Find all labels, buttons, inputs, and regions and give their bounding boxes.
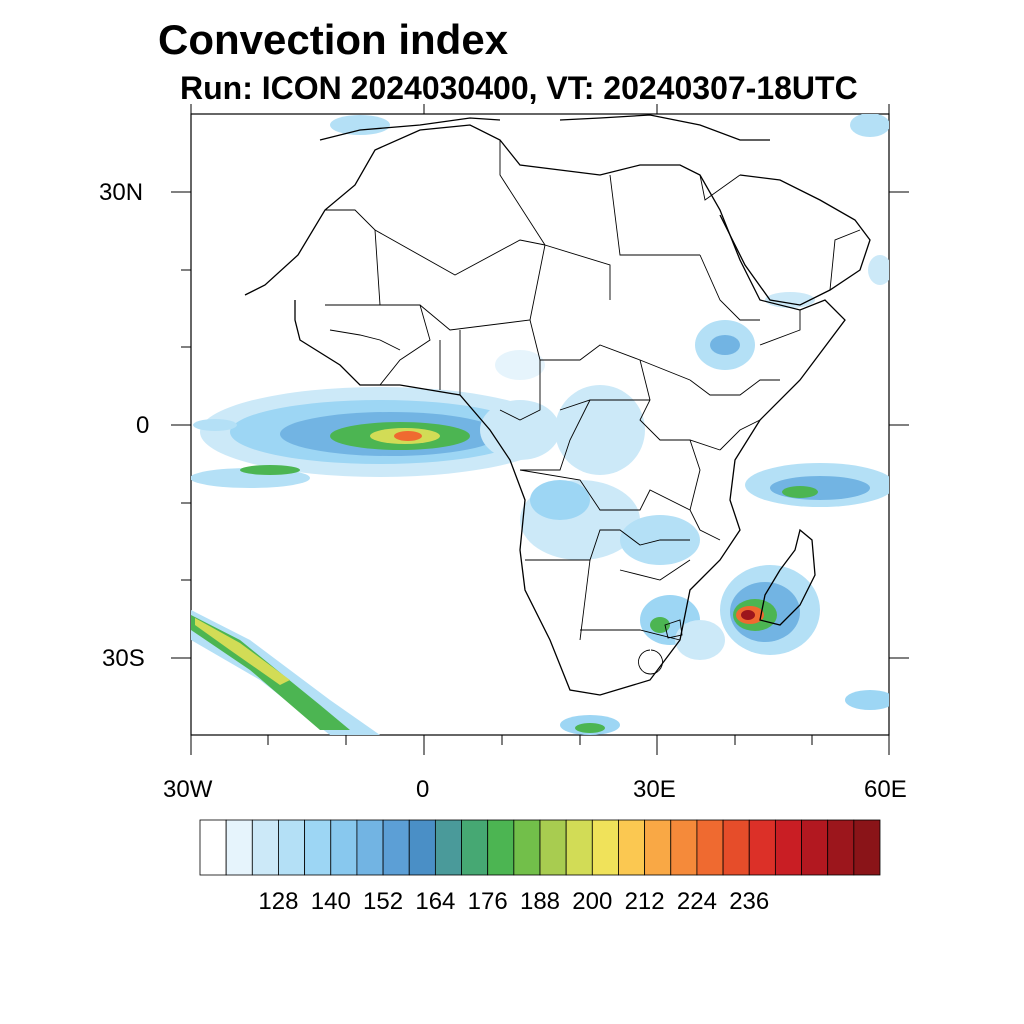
- colorbar-label: 176: [467, 888, 508, 915]
- colorbar-label: 140: [310, 888, 351, 915]
- colorbar-box: [696, 819, 724, 876]
- colorbar-label: 224: [676, 888, 717, 915]
- colorbar-box: [356, 819, 384, 876]
- colorbar-box: [618, 819, 646, 876]
- colorbar-box: [278, 819, 306, 876]
- colorbar-box: [434, 819, 462, 876]
- colorbar-box: [748, 819, 776, 876]
- colorbar-label: 236: [729, 888, 770, 915]
- lon-tick-label-60e: 60E: [864, 776, 907, 803]
- colorbar-box: [591, 819, 619, 876]
- colorbar-box: [382, 819, 410, 876]
- lon-tick-label-30w: 30W: [163, 776, 213, 803]
- colorbar-label: 128: [258, 888, 299, 915]
- colorbar-box: [774, 819, 802, 876]
- lon-tick-label-30e: 30E: [633, 776, 676, 803]
- colorbar-box: [565, 819, 593, 876]
- colorbar-box: [513, 819, 541, 876]
- lat-tick-label-30s: 30S: [102, 645, 145, 672]
- colorbar-box: [304, 819, 332, 876]
- colorbar-box: [408, 819, 436, 876]
- colorbar-box: [487, 819, 515, 876]
- colorbar-box: [539, 819, 567, 876]
- convection-field: [191, 114, 889, 735]
- colorbar-box: [801, 819, 829, 876]
- colorbar-box: [644, 819, 672, 876]
- colorbar-label: 152: [363, 888, 404, 915]
- colorbar-box: [670, 819, 698, 876]
- colorbar-box: [225, 819, 253, 876]
- country-borders: [325, 140, 861, 675]
- colorbar-label: 164: [415, 888, 456, 915]
- lat-tick-label-0: 0: [136, 412, 150, 439]
- chart-subtitle: Run: ICON 2024030400, VT: 20240307-18UTC: [180, 70, 858, 106]
- colorbar-box: [722, 819, 750, 876]
- colorbar-box: [199, 819, 227, 876]
- colorbar: [199, 819, 881, 876]
- colorbar-box: [251, 819, 279, 876]
- colorbar-box: [827, 819, 855, 876]
- lat-tick-label-30n: 30N: [99, 179, 144, 206]
- colorbar-box: [461, 819, 489, 876]
- colorbar-label: 200: [572, 888, 613, 915]
- colorbar-box: [330, 819, 358, 876]
- chart-title: Convection index: [158, 16, 509, 63]
- colorbar-box: [853, 819, 881, 876]
- colorbar-label: 188: [519, 888, 561, 915]
- colorbar-label: 212: [624, 888, 665, 915]
- axis-ticks: [171, 104, 909, 755]
- lon-tick-label-0: 0: [416, 776, 430, 803]
